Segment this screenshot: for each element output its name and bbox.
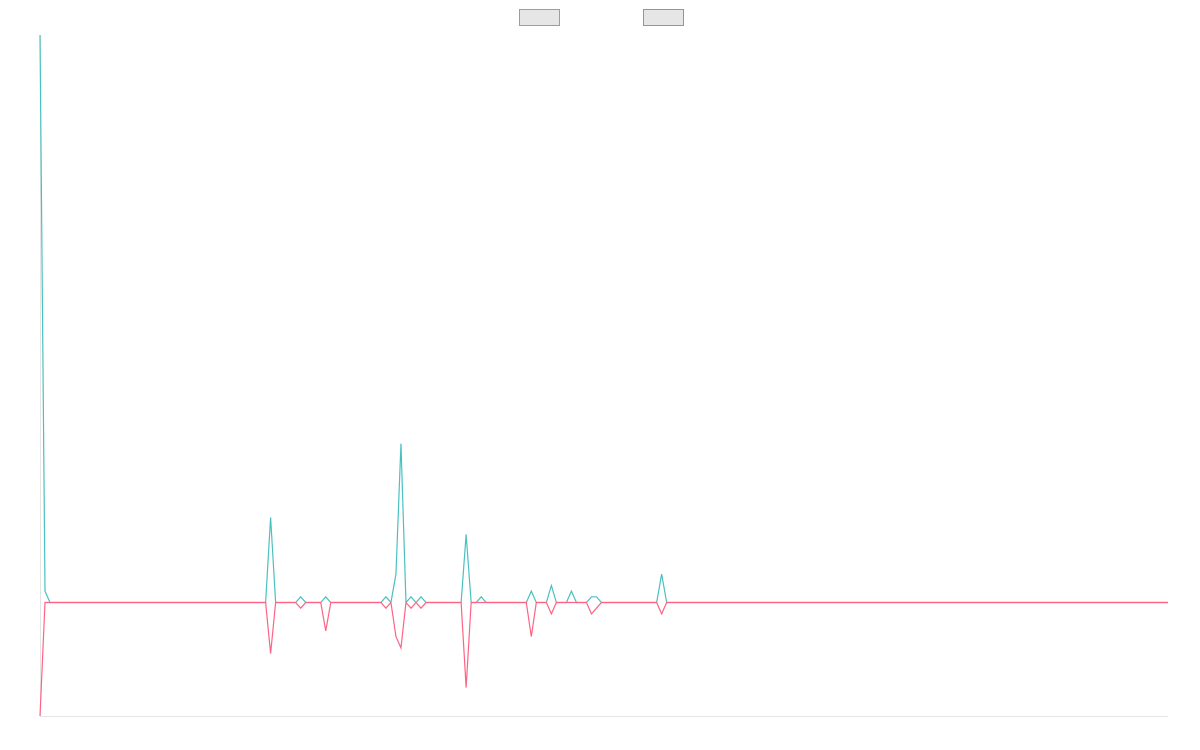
legend-swatch: [643, 9, 684, 26]
series-line: [39, 34, 1168, 605]
series-line: [39, 601, 1168, 717]
legend-swatch: [519, 9, 560, 26]
